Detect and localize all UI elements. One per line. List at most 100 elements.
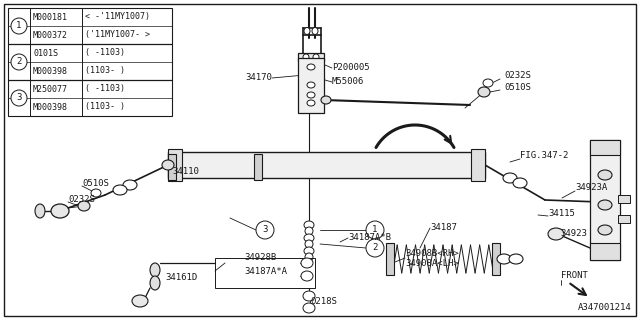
Ellipse shape	[503, 173, 517, 183]
Text: FIG.347-2: FIG.347-2	[520, 151, 568, 161]
Text: P200005: P200005	[332, 63, 370, 73]
Ellipse shape	[598, 200, 612, 210]
Ellipse shape	[51, 204, 69, 218]
Ellipse shape	[307, 100, 315, 106]
Bar	[618, 215, 630, 223]
Ellipse shape	[303, 303, 315, 313]
Ellipse shape	[162, 160, 174, 170]
Ellipse shape	[548, 228, 564, 240]
Ellipse shape	[307, 82, 315, 88]
Text: (1103- ): (1103- )	[85, 67, 125, 76]
Bar	[215, 258, 315, 288]
Ellipse shape	[113, 185, 127, 195]
Text: 34110: 34110	[172, 166, 199, 175]
Ellipse shape	[304, 28, 310, 35]
Circle shape	[11, 90, 27, 106]
Bar	[471, 149, 485, 181]
Text: 1: 1	[16, 21, 22, 30]
Circle shape	[11, 54, 27, 70]
Bar	[386, 243, 394, 275]
Ellipse shape	[132, 295, 148, 307]
Text: 3: 3	[262, 226, 268, 235]
Text: ('11MY1007- >: ('11MY1007- >	[85, 30, 150, 39]
Ellipse shape	[123, 180, 137, 190]
Text: M000398: M000398	[33, 67, 68, 76]
Text: ( -1103): ( -1103)	[85, 49, 125, 58]
Ellipse shape	[304, 247, 314, 255]
Text: 34928B: 34928B	[244, 253, 276, 262]
Text: A347001214: A347001214	[579, 303, 632, 312]
Bar	[254, 154, 262, 180]
Text: 1: 1	[372, 226, 378, 235]
Bar	[590, 140, 620, 260]
Text: 0510S: 0510S	[82, 179, 109, 188]
Text: M000398: M000398	[33, 102, 68, 111]
Circle shape	[366, 221, 384, 239]
Ellipse shape	[509, 254, 523, 264]
Ellipse shape	[598, 225, 612, 235]
Bar	[168, 149, 182, 181]
Ellipse shape	[321, 96, 331, 104]
Ellipse shape	[305, 240, 313, 248]
Text: 34908B<RH>: 34908B<RH>	[405, 249, 459, 258]
Text: 34923: 34923	[560, 228, 587, 237]
Ellipse shape	[307, 64, 315, 70]
Text: 34115: 34115	[548, 209, 575, 218]
Ellipse shape	[304, 221, 314, 229]
Ellipse shape	[313, 54, 319, 60]
Ellipse shape	[301, 271, 313, 281]
Text: (1103- ): (1103- )	[85, 102, 125, 111]
Bar	[8, 8, 172, 116]
Text: 34187A*B: 34187A*B	[348, 234, 391, 243]
Ellipse shape	[312, 28, 318, 35]
Ellipse shape	[303, 54, 309, 60]
Ellipse shape	[91, 189, 101, 197]
Bar	[590, 140, 620, 155]
Text: M000181: M000181	[33, 12, 68, 21]
Text: < -'11MY1007): < -'11MY1007)	[85, 12, 150, 21]
Bar	[298, 53, 324, 61]
Text: 34170: 34170	[245, 74, 272, 83]
Bar	[168, 154, 176, 180]
Text: 0218S: 0218S	[310, 298, 337, 307]
Circle shape	[366, 239, 384, 257]
Ellipse shape	[305, 227, 313, 235]
Text: 2: 2	[16, 58, 22, 67]
Ellipse shape	[478, 87, 490, 97]
Text: M000372: M000372	[33, 30, 68, 39]
Ellipse shape	[150, 263, 160, 277]
Text: 34923A: 34923A	[575, 183, 607, 193]
Ellipse shape	[591, 196, 609, 210]
Text: 0232S: 0232S	[504, 71, 531, 81]
Bar	[590, 243, 620, 260]
Text: 34187A*A: 34187A*A	[244, 267, 287, 276]
Text: M250077: M250077	[33, 84, 68, 93]
Text: ( -1103): ( -1103)	[85, 84, 125, 93]
Text: 34161D: 34161D	[165, 273, 197, 282]
Bar	[492, 243, 500, 275]
Ellipse shape	[497, 254, 511, 264]
Bar	[168, 152, 485, 178]
Text: M55006: M55006	[332, 77, 364, 86]
Ellipse shape	[303, 291, 315, 301]
Text: 34187: 34187	[430, 223, 457, 233]
Text: 0232S: 0232S	[68, 195, 95, 204]
Text: 3: 3	[16, 93, 22, 102]
Ellipse shape	[150, 276, 160, 290]
Circle shape	[256, 221, 274, 239]
Bar	[298, 58, 324, 113]
Ellipse shape	[483, 79, 493, 87]
Text: 0510S: 0510S	[504, 83, 531, 92]
Text: 0101S: 0101S	[33, 49, 58, 58]
Ellipse shape	[35, 204, 45, 218]
Ellipse shape	[307, 92, 315, 98]
Ellipse shape	[78, 201, 90, 211]
Text: 34908A<LH>: 34908A<LH>	[405, 260, 459, 268]
Bar	[618, 195, 630, 203]
Ellipse shape	[301, 258, 313, 268]
Ellipse shape	[305, 253, 313, 261]
Text: 2: 2	[372, 244, 378, 252]
Text: FRONT: FRONT	[561, 270, 588, 279]
Ellipse shape	[598, 170, 612, 180]
Ellipse shape	[513, 178, 527, 188]
